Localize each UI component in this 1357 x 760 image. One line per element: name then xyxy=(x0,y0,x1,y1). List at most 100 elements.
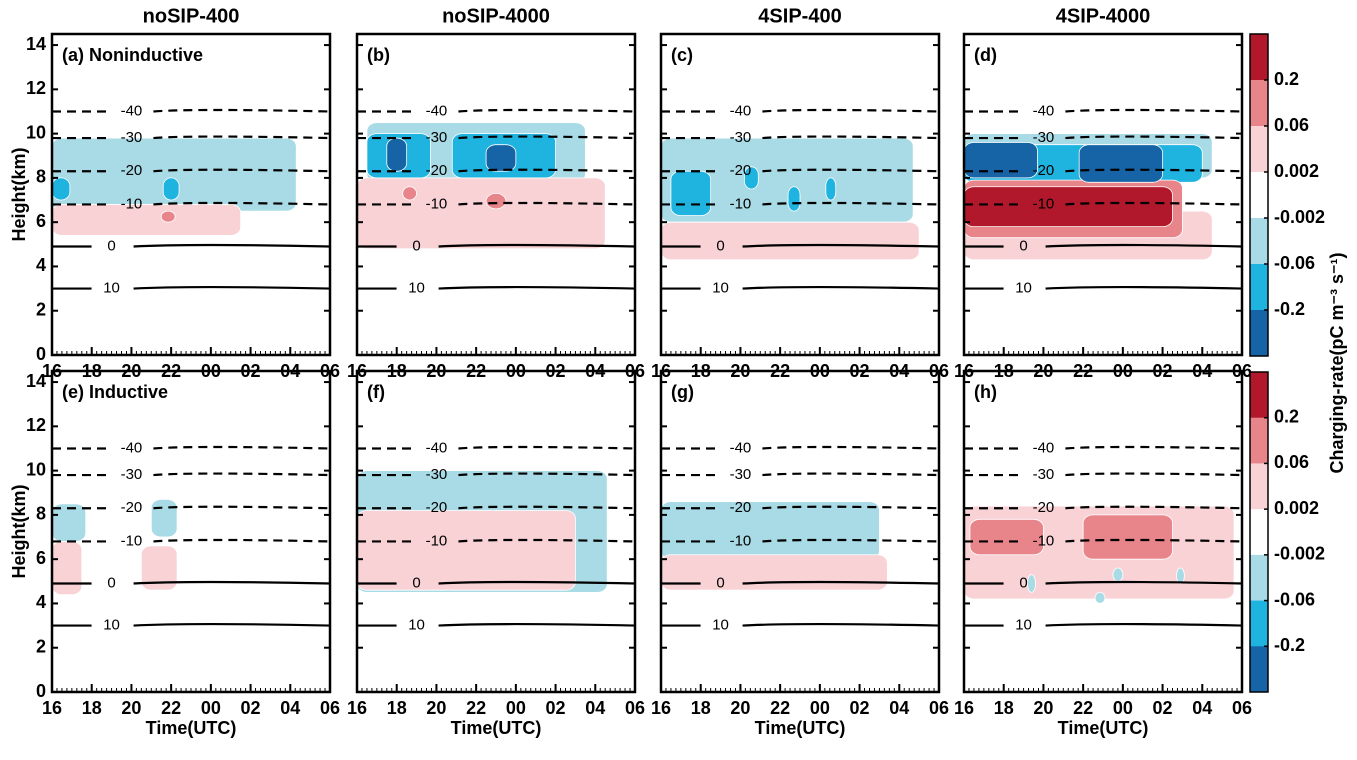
x-tick-label: 20 xyxy=(426,698,446,718)
colorbar-tick-label: 0.002 xyxy=(1274,498,1319,518)
isotherm-line xyxy=(52,108,330,113)
panel-frame xyxy=(50,369,332,694)
isotherm-label: -20 xyxy=(730,162,752,179)
colorbar-frame xyxy=(1249,33,1269,357)
isotherm-label: -40 xyxy=(121,102,143,119)
isotherm-label: -30 xyxy=(1033,129,1055,146)
charging-region xyxy=(744,166,759,190)
charging-region xyxy=(1078,144,1163,183)
x-tick-label: 16 xyxy=(954,698,974,718)
colorbar-tick-label: -0.06 xyxy=(1274,253,1315,273)
isotherm-label: -40 xyxy=(1033,102,1055,119)
isotherm-label: 0 xyxy=(1019,237,1027,254)
charging-region xyxy=(1082,514,1173,560)
x-tick-label: 18 xyxy=(387,698,407,718)
isotherm-label: -40 xyxy=(730,102,752,119)
isotherm-line xyxy=(661,622,939,627)
isotherm-label: 0 xyxy=(412,237,420,254)
colorbar-tick-label: -0.2 xyxy=(1274,299,1305,319)
plot-area: -40 -30 -20 -10 0 10 xyxy=(357,102,635,297)
panel-title: 4SIP-4000 xyxy=(1056,5,1151,27)
colorbar-swatch xyxy=(1250,264,1268,311)
x-axis-label: Time(UTC) xyxy=(146,718,237,738)
isotherm-line xyxy=(52,243,330,248)
x-tick-label: 02 xyxy=(241,698,261,718)
x-tick-label: 18 xyxy=(691,698,711,718)
isotherm-line xyxy=(661,538,939,543)
x-tick-label: 00 xyxy=(810,698,830,718)
isotherm-label: -10 xyxy=(426,195,448,212)
charging-region xyxy=(150,498,178,538)
panel-label: (e) Inductive xyxy=(62,382,168,402)
isotherm-line xyxy=(357,538,635,543)
charging-region xyxy=(1176,567,1185,584)
y-tick-label: 0 xyxy=(36,344,46,364)
isotherm-label: 0 xyxy=(716,237,724,254)
panel-label: (g) xyxy=(671,382,694,402)
isotherm-label: -30 xyxy=(730,466,752,483)
x-tick-label: 02 xyxy=(850,698,870,718)
isotherm-label: 0 xyxy=(107,237,115,254)
charging-region xyxy=(670,170,712,216)
isotherm-line xyxy=(661,135,939,140)
charging-region xyxy=(1112,567,1124,582)
isotherm-label: -10 xyxy=(730,195,752,212)
isotherm-label: 0 xyxy=(1019,574,1027,591)
isotherm-line xyxy=(52,622,330,627)
isotherm-label: 0 xyxy=(412,574,420,591)
isotherm-line xyxy=(964,622,1242,627)
charging-region xyxy=(386,137,408,172)
isotherm-line xyxy=(964,135,1242,140)
charging-region xyxy=(162,177,180,201)
plot-area: -40 -30 -20 -10 0 10 xyxy=(661,439,939,634)
y-tick-label: 4 xyxy=(36,592,46,612)
panel-title: noSIP-4000 xyxy=(442,5,550,27)
x-tick-label: 16 xyxy=(42,698,62,718)
x-tick-label: 06 xyxy=(929,698,949,718)
isotherm-label: -40 xyxy=(426,102,448,119)
isotherm-line xyxy=(357,472,635,477)
isotherm-label: 10 xyxy=(712,617,729,634)
charging-region xyxy=(485,192,507,210)
isotherm-label: -10 xyxy=(121,195,143,212)
colorbar-tick-label: 0.2 xyxy=(1274,406,1299,426)
y-tick-label: 14 xyxy=(26,34,46,54)
colorbar: 0.2 0.06 0.002 -0.002 -0.06 -0.2 xyxy=(1249,371,1325,693)
isotherm-label: -40 xyxy=(121,439,143,456)
isotherm-label: -30 xyxy=(730,129,752,146)
colorbar-tick-label: 0.06 xyxy=(1274,115,1309,135)
panel-label: (b) xyxy=(367,45,390,65)
panel: -40 -30 -20 -10 0 10 16 18 20 22 00 02 04 06 (g) Time(U… xyxy=(651,369,949,738)
isotherm-line xyxy=(357,505,635,510)
isotherm-line xyxy=(964,201,1242,206)
isotherm-label: -40 xyxy=(426,439,448,456)
charging-region xyxy=(52,177,71,201)
panel-label: (c) xyxy=(671,45,693,65)
colorbar-tick-label: -0.002 xyxy=(1274,544,1325,564)
isotherm-line xyxy=(661,201,939,206)
isotherm-line xyxy=(661,243,939,248)
isotherm-label: -20 xyxy=(426,499,448,516)
charging-region xyxy=(357,177,606,250)
isotherm-line xyxy=(661,108,939,113)
colorbar-label: Charging-rate(pC m⁻³ s⁻¹) xyxy=(1327,252,1347,473)
isotherm-label: -10 xyxy=(730,532,752,549)
colorbar-swatch xyxy=(1250,600,1268,647)
isotherm-line xyxy=(964,538,1242,543)
isotherm-label: 10 xyxy=(408,280,425,297)
colorbar-swatch xyxy=(1250,646,1268,693)
isotherm-label: -20 xyxy=(730,499,752,516)
panel-title: 4SIP-400 xyxy=(758,5,841,27)
y-tick-label: 8 xyxy=(36,167,46,187)
isotherm-line xyxy=(357,622,635,627)
isotherm-line xyxy=(52,538,330,543)
charging-region xyxy=(52,137,297,212)
y-tick-label: 10 xyxy=(26,459,46,479)
plot-area: -40 -30 -20 -10 0 10 xyxy=(661,102,939,297)
colorbar-tick-label: 0.2 xyxy=(1274,69,1299,89)
x-axis-label: Time(UTC) xyxy=(1058,718,1149,738)
x-tick-label: 00 xyxy=(201,698,221,718)
